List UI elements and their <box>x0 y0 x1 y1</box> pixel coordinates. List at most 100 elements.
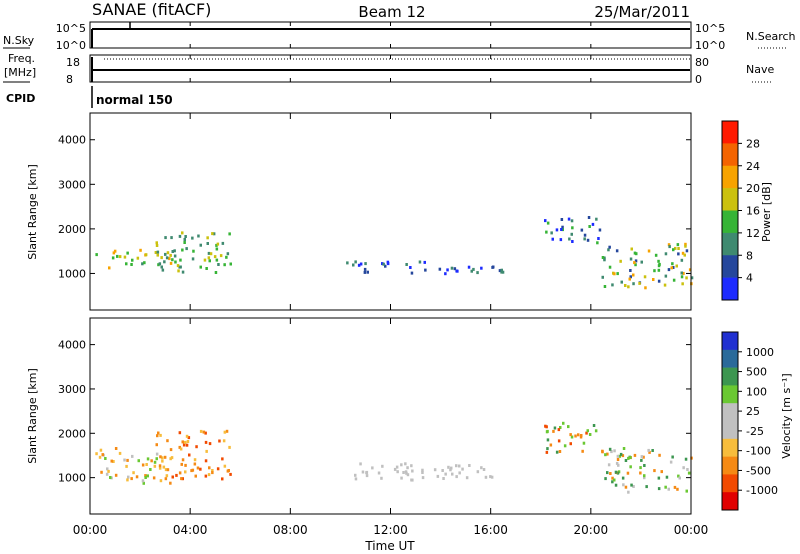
power-cell-0-26 <box>144 253 148 257</box>
velocity-plot-bg <box>90 318 691 514</box>
velocity-ytick-label-0: 1000 <box>58 472 86 485</box>
power-colorbar-segment-0 <box>722 277 738 301</box>
power-cell-3-16 <box>545 230 548 234</box>
power-cell-1-26 <box>171 250 174 253</box>
power-ytick-label-2: 3000 <box>58 178 86 191</box>
velocity-cell-0-32 <box>100 470 103 474</box>
velocity-cell-0-23 <box>137 459 140 463</box>
power-cell-4-54 <box>681 282 684 286</box>
velocity-colorbar-tick-label-3: 25 <box>746 405 760 418</box>
velocity-cell-1-49 <box>204 459 208 463</box>
power-cell-4-38 <box>657 268 661 272</box>
power-cell-0-12 <box>168 257 171 261</box>
velocity-cell-2-1 <box>396 470 399 474</box>
power-cell-4-67 <box>633 261 636 265</box>
velocity-cell-4-61 <box>614 470 618 474</box>
power-cell-4-30 <box>638 281 641 285</box>
power-cell-0-25 <box>136 256 140 260</box>
velocity-cell-0-26 <box>99 448 103 452</box>
power-cell-4-72 <box>608 245 611 249</box>
power-cell-4-59 <box>668 245 671 249</box>
velocity-cell-4-52 <box>624 485 628 489</box>
velocity-cell-1-7 <box>184 470 187 474</box>
power-cell-3-7 <box>561 225 564 229</box>
velocity-cell-1-18 <box>190 469 193 473</box>
power-cell-4-35 <box>615 249 619 253</box>
power-cell-1-27 <box>178 234 182 238</box>
velocity-cell-1-33 <box>179 447 183 451</box>
nsky-label: N.Sky <box>3 34 35 47</box>
power-cell-4-20 <box>671 262 674 266</box>
velocity-cell-1-14 <box>166 439 169 443</box>
velocity-cell-2-25 <box>484 475 488 479</box>
power-cell-1-10 <box>199 265 202 269</box>
power-cell-2-24 <box>366 270 369 274</box>
power-cell-2-20 <box>346 261 349 265</box>
power-cell-1-28 <box>181 270 185 274</box>
power-cell-0-27 <box>166 251 170 255</box>
velocity-cell-0-39 <box>106 467 109 471</box>
power-cell-4-65 <box>685 276 688 280</box>
velocity-cell-1-37 <box>181 458 185 462</box>
velocity-cell-2-11 <box>393 467 397 471</box>
power-cell-0-9 <box>160 256 163 260</box>
velocity-cell-4-53 <box>657 487 661 491</box>
nsky-left-tick-bottom: 10^0 <box>56 39 86 52</box>
power-cell-1-20 <box>215 243 218 247</box>
power-cell-4-53 <box>657 259 660 263</box>
time-axis-ticks: 00:00 04:00 08:00 12:00 16:00 20:00 00:00 <box>73 22 708 537</box>
velocity-colorbar-segment-8 <box>722 349 738 368</box>
velocity-cell-4-12 <box>611 476 614 480</box>
velocity-cell-4-17 <box>676 487 679 491</box>
power-cell-4-17 <box>607 248 610 252</box>
power-cell-2-26 <box>418 260 422 264</box>
velocity-cell-1-60 <box>211 471 214 475</box>
power-cell-4-10 <box>667 268 671 272</box>
power-cell-2-12 <box>501 270 505 274</box>
velocity-cell-4-64 <box>657 476 661 480</box>
power-cell-4-56 <box>658 262 661 266</box>
nsky-right-tick-bottom: 10^0 <box>695 39 725 52</box>
velocity-cell-4-50 <box>609 472 612 475</box>
velocity-cell-3-11 <box>545 450 549 454</box>
power-cell-3-11 <box>546 221 550 225</box>
power-cell-2-28 <box>409 266 412 269</box>
power-cell-0-5 <box>112 251 116 255</box>
velocity-cell-0-24 <box>146 457 150 461</box>
velocity-cell-3-14 <box>557 439 561 443</box>
velocity-cell-0-45 <box>126 458 129 462</box>
power-cell-3-19 <box>561 228 564 232</box>
velocity-cell-4-1 <box>621 476 625 480</box>
power-cell-1-38 <box>199 243 202 247</box>
power-cell-1-0 <box>215 258 219 262</box>
velocity-ytick-label-1: 2000 <box>58 427 86 440</box>
velocity-cell-0-33 <box>161 459 164 463</box>
power-colorbar-tick-label-2: 12 <box>746 227 760 240</box>
velocity-cell-1-3 <box>182 443 186 447</box>
velocity-cell-1-61 <box>166 468 170 472</box>
power-cell-4-51 <box>664 274 668 278</box>
power-cell-2-2 <box>381 262 384 266</box>
power-cell-2-19 <box>480 266 483 270</box>
freq-label-line2: [MHz] <box>4 66 36 79</box>
power-cell-1-16 <box>179 258 182 262</box>
velocity-cell-4-37 <box>614 483 618 487</box>
velocity-cell-2-16 <box>404 462 407 466</box>
velocity-cell-2-46 <box>354 477 358 481</box>
power-cell-4-55 <box>647 249 651 253</box>
power-cell-4-61 <box>608 265 612 269</box>
power-cell-4-62 <box>633 251 637 255</box>
power-cell-3-27 <box>551 237 554 241</box>
velocity-cell-3-17 <box>549 443 553 447</box>
velocity-cell-1-45 <box>164 477 168 481</box>
power-cell-1-45 <box>229 262 232 266</box>
velocity-cell-0-42 <box>131 454 134 458</box>
power-cell-4-52 <box>632 273 635 277</box>
power-cell-2-31 <box>405 263 408 266</box>
velocity-cell-0-46 <box>101 453 104 457</box>
velocity-cell-1-62 <box>185 434 189 438</box>
power-cell-3-17 <box>586 238 590 242</box>
velocity-cell-1-5 <box>159 433 162 437</box>
power-cell-0-1 <box>169 261 173 265</box>
power-cell-0-10 <box>156 250 160 254</box>
